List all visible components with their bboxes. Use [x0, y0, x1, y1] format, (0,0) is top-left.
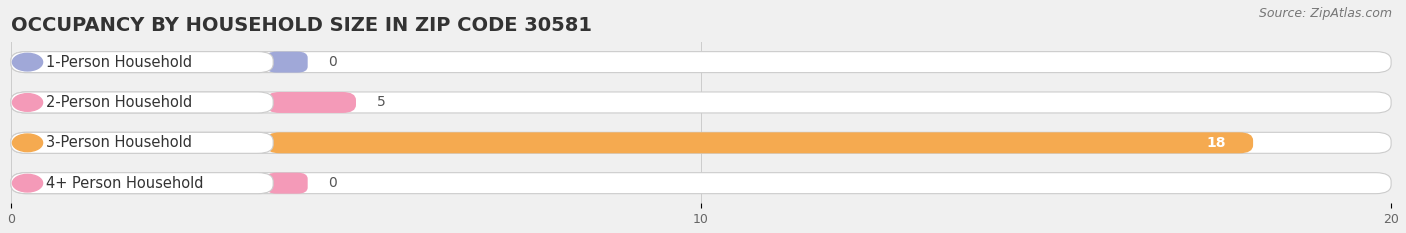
- FancyBboxPatch shape: [11, 52, 1391, 73]
- Text: 0: 0: [329, 176, 337, 190]
- Text: 3-Person Household: 3-Person Household: [45, 135, 191, 150]
- Circle shape: [13, 174, 42, 192]
- FancyBboxPatch shape: [266, 92, 356, 113]
- Text: 18: 18: [1206, 136, 1226, 150]
- FancyBboxPatch shape: [266, 52, 308, 73]
- FancyBboxPatch shape: [11, 173, 1391, 194]
- FancyBboxPatch shape: [11, 173, 273, 194]
- Circle shape: [13, 134, 42, 152]
- FancyBboxPatch shape: [11, 92, 1391, 113]
- FancyBboxPatch shape: [266, 173, 308, 194]
- FancyBboxPatch shape: [266, 132, 1253, 153]
- Text: Source: ZipAtlas.com: Source: ZipAtlas.com: [1258, 7, 1392, 20]
- FancyBboxPatch shape: [11, 92, 273, 113]
- FancyBboxPatch shape: [11, 52, 273, 73]
- Text: OCCUPANCY BY HOUSEHOLD SIZE IN ZIP CODE 30581: OCCUPANCY BY HOUSEHOLD SIZE IN ZIP CODE …: [11, 16, 592, 35]
- Circle shape: [13, 53, 42, 71]
- FancyBboxPatch shape: [11, 132, 1391, 153]
- Text: 1-Person Household: 1-Person Household: [45, 55, 191, 70]
- Text: 4+ Person Household: 4+ Person Household: [45, 176, 202, 191]
- Text: 0: 0: [329, 55, 337, 69]
- Circle shape: [13, 94, 42, 111]
- Text: 5: 5: [377, 96, 385, 110]
- FancyBboxPatch shape: [11, 132, 273, 153]
- Text: 2-Person Household: 2-Person Household: [45, 95, 191, 110]
